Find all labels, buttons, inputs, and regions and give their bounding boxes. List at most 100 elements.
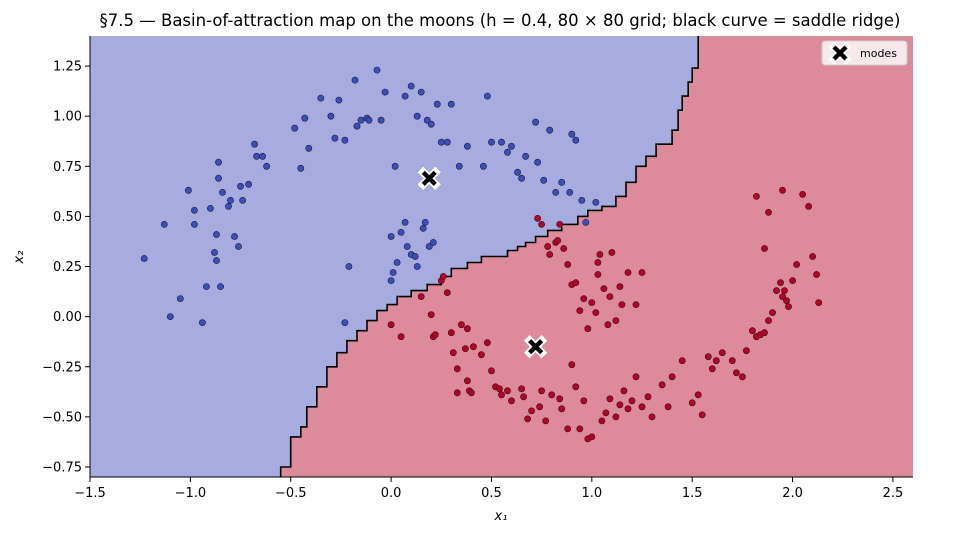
red-data-point	[564, 425, 572, 433]
red-data-point	[793, 261, 800, 268]
red-data-point	[781, 287, 788, 294]
blue-data-point	[508, 142, 515, 150]
red-data-point	[616, 283, 624, 290]
blue-data-point	[387, 277, 395, 284]
red-data-point	[518, 385, 525, 393]
blue-data-point	[401, 218, 409, 226]
red-data-point	[498, 391, 505, 399]
red-data-point	[556, 395, 564, 403]
red-data-point	[718, 349, 726, 357]
red-data-point	[761, 245, 768, 252]
y-ticks: −0.75 −0.50 −0.25 0.00 0.25 0.50 0.75 1.00 1.25	[42, 60, 90, 475]
x-tick-label: 0.0	[381, 486, 402, 501]
red-data-point	[580, 295, 588, 302]
blue-data-point	[235, 243, 242, 250]
legend-label-modes: modes	[860, 47, 897, 60]
blue-data-point	[345, 263, 353, 270]
blue-data-point	[213, 257, 220, 264]
blue-data-point	[534, 158, 541, 166]
blue-data-point	[215, 158, 222, 166]
red-data-point	[618, 301, 626, 308]
y-tick-label: −0.25	[42, 360, 82, 375]
red-data-point	[554, 237, 562, 244]
blue-data-point	[391, 162, 399, 170]
red-data-point	[779, 186, 786, 194]
red-data-point	[538, 220, 545, 228]
blue-data-point	[301, 114, 309, 122]
red-data-point	[779, 293, 786, 300]
blue-data-point	[546, 126, 554, 134]
red-data-point	[604, 321, 612, 329]
red-data-point	[417, 293, 425, 300]
mode-marker	[417, 166, 441, 190]
blue-data-point	[437, 138, 445, 146]
red-data-point	[548, 391, 556, 399]
blue-data-point	[397, 228, 405, 236]
y-tick-label: 1.00	[53, 110, 82, 125]
red-data-point	[809, 253, 816, 260]
plot-area	[90, 36, 913, 477]
x-tick-label: 1.5	[682, 486, 703, 501]
red-data-point	[805, 202, 812, 210]
red-data-point	[469, 343, 477, 351]
blue-data-point	[552, 188, 560, 196]
red-data-point	[638, 269, 646, 276]
x-ticks: −1.5 −1.0 −0.5 0.0 0.5 1.0 1.5 2.0 2.5	[74, 477, 903, 501]
red-data-point	[620, 387, 628, 395]
blue-data-point	[225, 202, 232, 210]
red-data-point	[658, 381, 666, 389]
red-data-point	[596, 251, 604, 258]
blue-data-point	[335, 96, 343, 104]
blue-data-point	[411, 253, 419, 260]
red-data-point	[556, 220, 564, 228]
red-data-point	[648, 413, 656, 421]
red-data-point	[538, 387, 545, 395]
blue-data-point	[417, 88, 425, 96]
blue-data-point	[566, 188, 574, 196]
blue-data-point	[488, 138, 495, 146]
blue-data-point	[291, 124, 299, 132]
red-data-point	[712, 357, 720, 365]
red-data-point	[688, 399, 696, 407]
red-data-point	[449, 349, 457, 357]
red-data-point	[789, 277, 796, 284]
red-data-point	[678, 357, 686, 365]
red-data-point	[496, 385, 503, 393]
y-tick-label: 0.50	[53, 210, 82, 225]
blue-data-point	[582, 218, 590, 226]
red-data-point	[602, 409, 610, 417]
blue-data-point	[389, 269, 397, 276]
red-data-point	[576, 307, 584, 314]
blue-data-point	[202, 283, 210, 290]
legend-mode-marker	[828, 41, 852, 65]
saddle-ridge-curve	[279, 36, 699, 477]
blue-data-point	[253, 152, 260, 160]
blue-data-point	[572, 136, 580, 144]
red-data-point	[777, 279, 784, 286]
legend: modes	[821, 40, 908, 66]
red-data-point	[453, 389, 461, 397]
red-data-point	[638, 403, 646, 411]
red-data-point	[546, 251, 554, 258]
red-data-point	[443, 289, 451, 296]
red-data-point	[773, 287, 780, 294]
blue-data-point	[429, 239, 437, 246]
blue-data-point	[245, 180, 252, 188]
blue-data-point	[305, 144, 313, 152]
red-data-point	[813, 271, 820, 278]
x-tick-label: −0.5	[275, 486, 307, 501]
blue-data-point	[190, 220, 198, 228]
blue-data-point	[237, 182, 244, 190]
red-data-point	[612, 317, 620, 324]
blue-data-point	[341, 136, 349, 144]
blue-data-point	[166, 313, 174, 320]
red-data-point	[644, 393, 652, 401]
blue-data-point	[184, 186, 192, 194]
blue-data-point	[263, 162, 270, 170]
blue-data-point	[522, 152, 529, 160]
red-data-point	[427, 311, 435, 318]
x-tick-label: 1.0	[581, 486, 602, 501]
red-data-point	[698, 411, 706, 419]
red-data-point	[453, 365, 461, 373]
red-data-point	[612, 413, 620, 421]
